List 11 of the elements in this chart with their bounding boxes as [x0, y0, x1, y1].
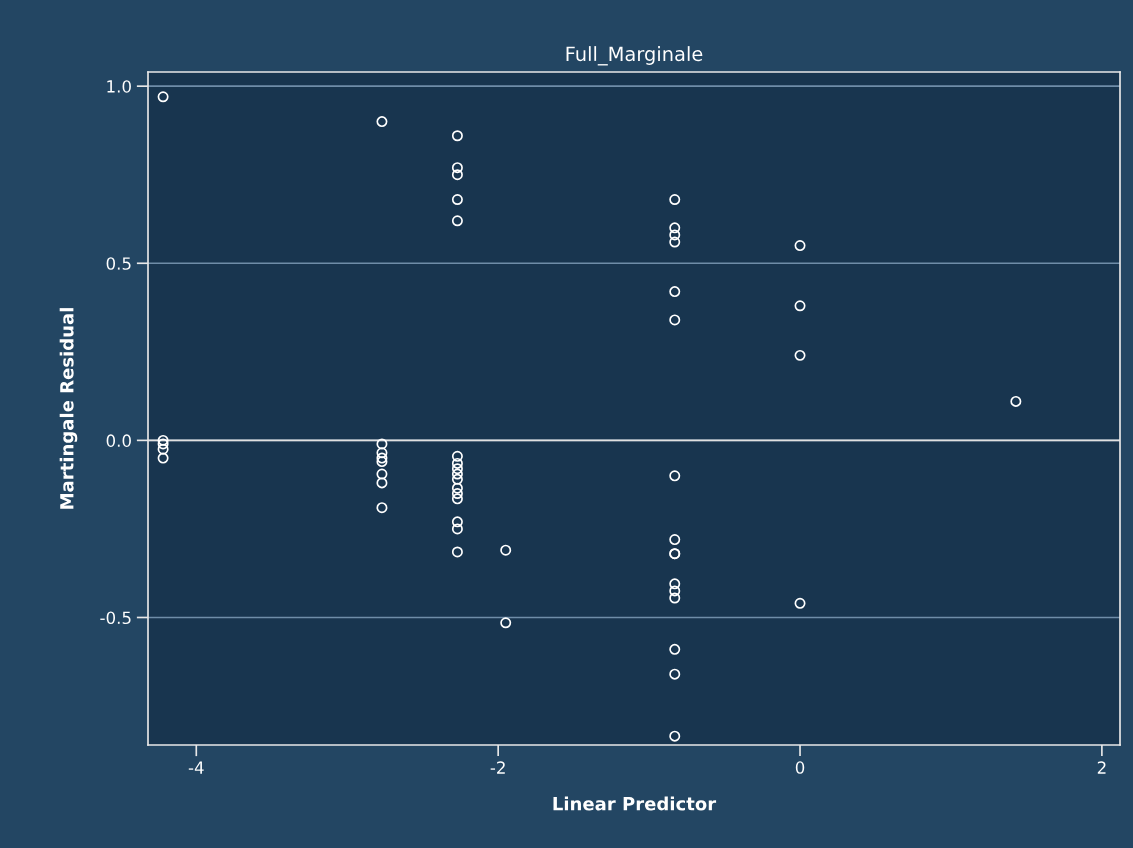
x-tick-label: 2	[1097, 761, 1106, 774]
y-tick-label: -0.5	[100, 611, 131, 625]
x-tick-label: 0	[795, 761, 805, 774]
y-axis-title: Martingale Residual	[59, 308, 78, 509]
y-tick-label: 0.0	[106, 434, 131, 447]
x-tick-label: -4	[188, 761, 204, 774]
x-axis-title: Linear Predictor	[553, 796, 717, 811]
y-tick-label: 0.5	[106, 257, 131, 270]
chart-title: Full_Marginale	[566, 46, 703, 66]
x-tick-label: -2	[490, 761, 505, 774]
y-tick-label: 1.0	[107, 80, 131, 93]
